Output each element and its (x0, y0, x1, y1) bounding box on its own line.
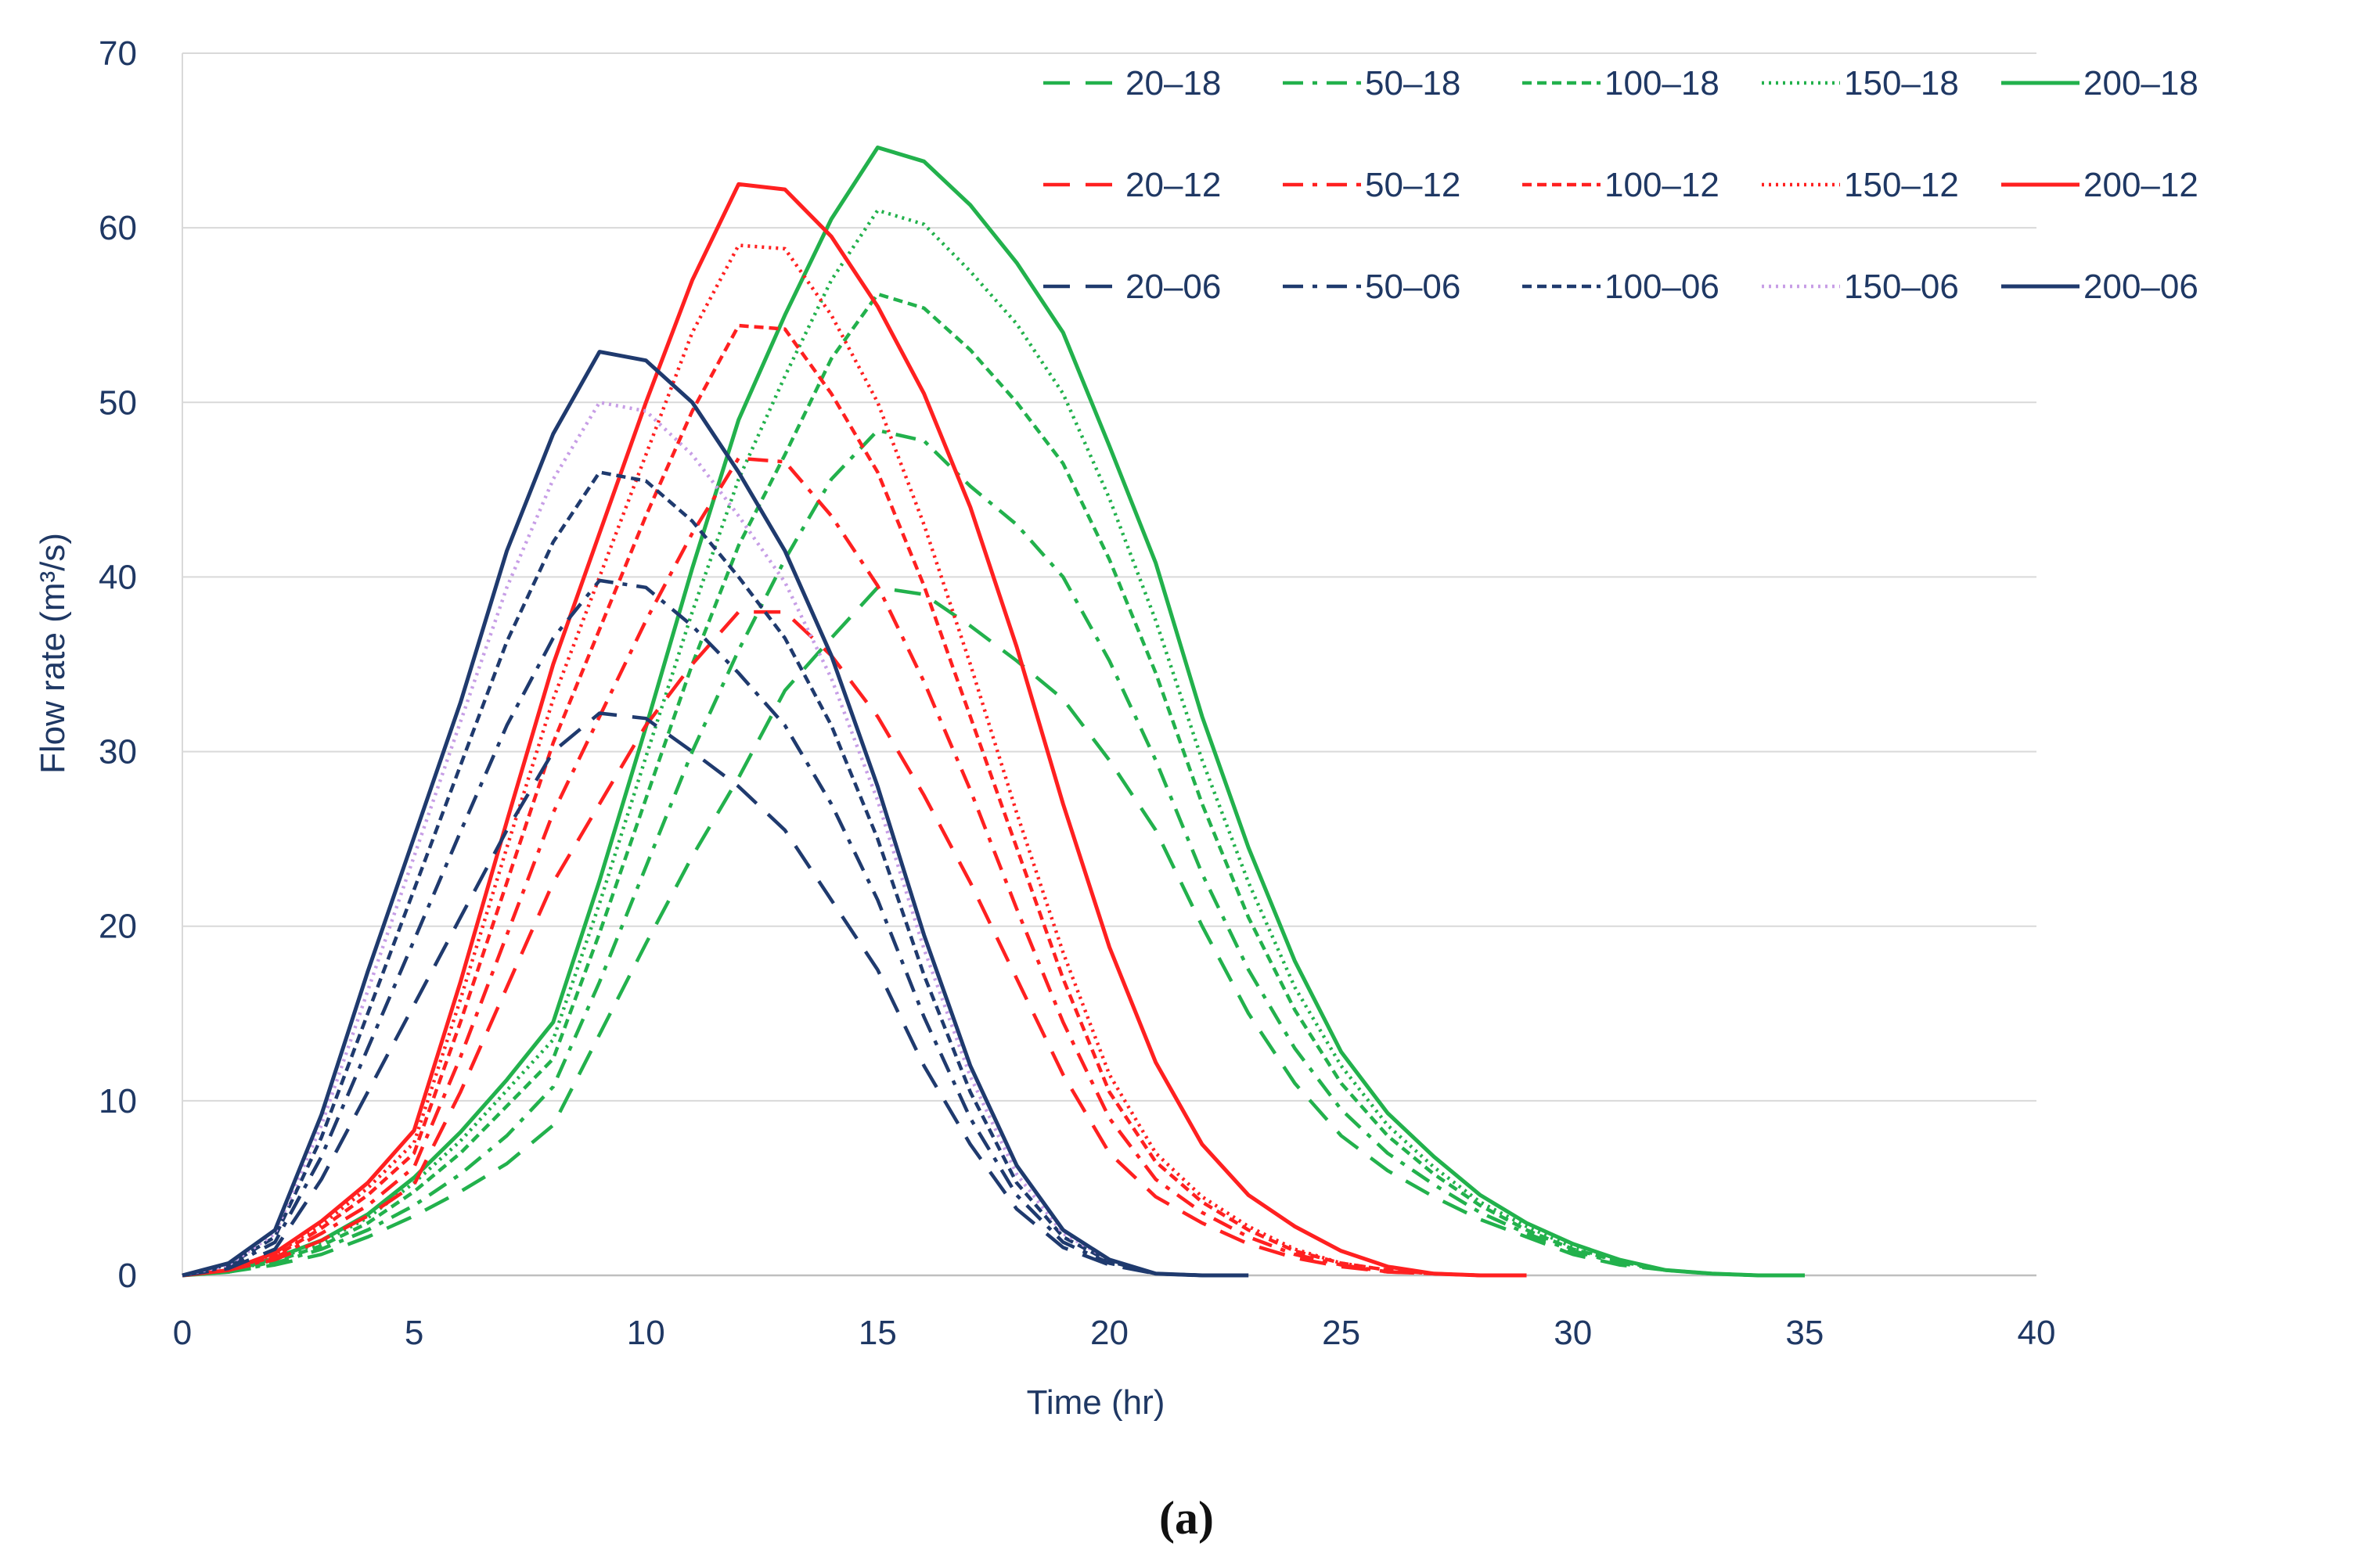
y-tick-label: 10 (99, 1082, 137, 1120)
legend-label: 200–12 (2083, 166, 2198, 204)
series-line-200-18 (182, 146, 1805, 1278)
y-tick-label: 20 (99, 908, 137, 946)
series-line-100-06 (182, 470, 1249, 1278)
x-tick-label: 5 (405, 1314, 423, 1352)
x-axis-title: Time (hr) (1027, 1383, 1165, 1422)
series-line-50-12 (182, 456, 1527, 1278)
plot-area (182, 146, 1805, 1278)
x-tick-label: 20 (1090, 1314, 1129, 1352)
figure-caption: (a) (1159, 1492, 1214, 1544)
legend-label: 150–18 (1844, 64, 1959, 102)
y-tick-label: 50 (99, 383, 137, 422)
legend-label: 100–12 (1604, 166, 1719, 204)
x-tick-label: 35 (1785, 1314, 1824, 1352)
series-line-50-06 (182, 578, 1249, 1278)
x-tick-label: 15 (859, 1314, 897, 1352)
series-line-100-18 (182, 292, 1805, 1278)
x-tick-label: 40 (2018, 1314, 2056, 1352)
series-line-20-06 (182, 711, 1249, 1278)
legend-label: 100–18 (1604, 64, 1719, 102)
series-line-200-12 (182, 182, 1527, 1278)
series-line-200-06 (182, 350, 1249, 1278)
series-line-100-12 (182, 323, 1527, 1278)
series-line-20-12 (182, 610, 1527, 1278)
y-axis-title: Flow rate (m³/s) (34, 533, 72, 774)
series-line-20-18 (182, 585, 1805, 1278)
y-tick-label: 60 (99, 209, 137, 247)
x-tick-label: 10 (627, 1314, 665, 1352)
legend-label: 150–12 (1844, 166, 1959, 204)
legend-label: 50–18 (1365, 64, 1460, 102)
legend-label: 100–06 (1604, 268, 1719, 306)
legend-label: 20–12 (1125, 166, 1221, 204)
series-line-50-18 (182, 428, 1805, 1278)
legend: 20–18 50–18 100–18 150–18 200–18 20–12 50–12 10… (1043, 64, 2198, 306)
legend-label: 20–18 (1125, 64, 1221, 102)
legend-label: 50–06 (1365, 268, 1460, 306)
legend-label: 50–12 (1365, 166, 1460, 204)
y-tick-label: 40 (99, 558, 137, 596)
x-tick-label: 30 (1554, 1314, 1592, 1352)
series-line-150-12 (182, 243, 1527, 1278)
y-tick-label: 30 (99, 733, 137, 771)
x-tick-label: 25 (1322, 1314, 1360, 1352)
series-line-150-06 (182, 401, 1249, 1278)
y-tick-label: 0 (118, 1257, 137, 1295)
legend-label: 20–06 (1125, 268, 1221, 306)
x-tick-label: 0 (173, 1314, 192, 1352)
legend-label: 150–06 (1844, 268, 1959, 306)
y-tick-label: 70 (99, 34, 137, 73)
legend-label: 200–06 (2083, 268, 2198, 306)
legend-label: 200–18 (2083, 64, 2198, 102)
